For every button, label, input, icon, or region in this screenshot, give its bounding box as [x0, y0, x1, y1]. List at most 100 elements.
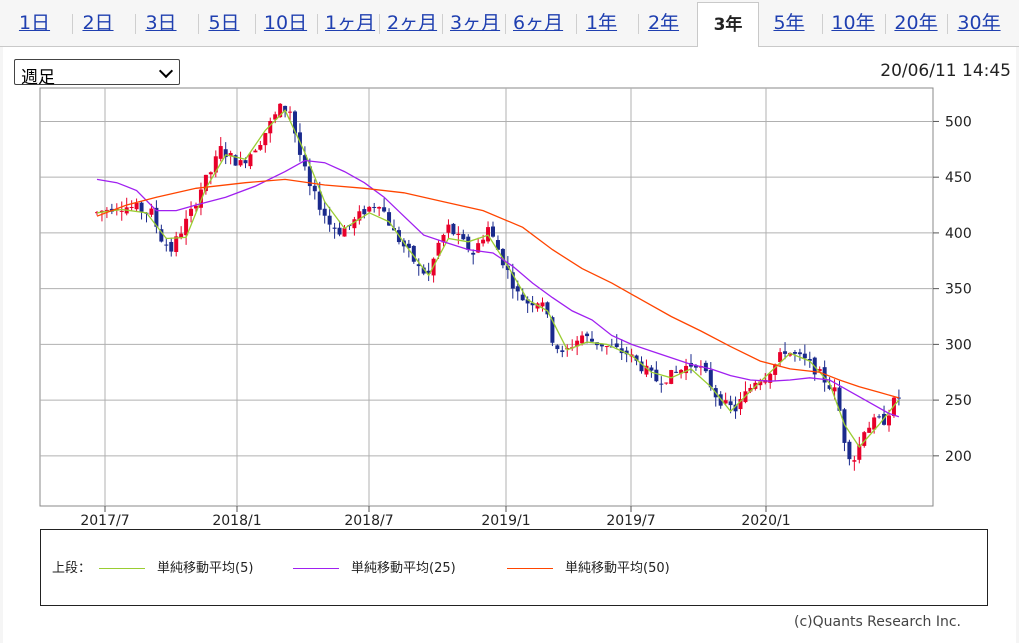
candle-body [500, 248, 505, 266]
candle-body [857, 444, 862, 460]
candle-body [189, 208, 194, 216]
sma-line-50 [96, 178, 900, 399]
candle-body [728, 401, 733, 406]
candle-body [332, 227, 337, 229]
tab-separator [317, 14, 318, 34]
candle-body [466, 236, 471, 250]
tab-8[interactable]: 3ヶ月 [450, 12, 501, 34]
x-tick-label: 2019/7 [606, 513, 655, 529]
candle-body [773, 364, 778, 375]
candle-body [436, 242, 441, 256]
candle-body [891, 397, 896, 417]
candle-body [174, 236, 179, 252]
candle-body [104, 209, 109, 211]
candle-body [456, 233, 461, 236]
candle-body [486, 227, 491, 242]
candle-body [342, 228, 347, 237]
candle-body [243, 160, 248, 164]
candle-body [357, 211, 362, 221]
candle-body [515, 286, 520, 292]
candle-body [560, 350, 565, 352]
candle-body [203, 174, 208, 192]
candle-body [194, 205, 198, 209]
sma-line-25 [96, 159, 900, 418]
candle-body [882, 413, 887, 425]
x-tick-label: 2020/1 [741, 513, 790, 529]
y-tick-label: 400 [945, 226, 972, 242]
candle-body [411, 245, 416, 262]
candle-body [510, 272, 515, 289]
candle-body [590, 338, 594, 342]
plot-area [39, 87, 934, 507]
tab-2[interactable]: 2日 [82, 12, 114, 34]
tab-11[interactable]: 2年 [647, 12, 680, 34]
candle-body [446, 224, 451, 233]
tab-16[interactable]: 30年 [957, 12, 1001, 34]
candle-body [788, 352, 792, 356]
candle-body [505, 265, 510, 271]
candle-body [792, 352, 797, 354]
candle-body [545, 302, 550, 315]
tab-13[interactable]: 5年 [773, 12, 805, 34]
candle-body [807, 358, 812, 361]
legend-label: 上段： [52, 561, 92, 576]
period-select-value: 週足 [21, 68, 55, 88]
tab-5[interactable]: 10日 [263, 12, 308, 34]
candle-body [377, 206, 382, 209]
candle-body [624, 350, 629, 355]
sma-line-5 [96, 109, 900, 448]
candle-body [169, 241, 174, 252]
candle-body [639, 361, 644, 372]
tab-6[interactable]: 1ヶ月 [325, 12, 376, 34]
candle-body [322, 208, 327, 216]
candle-body [139, 202, 144, 212]
x-tick-label: 2019/1 [481, 513, 530, 529]
tab-1[interactable]: 1日 [18, 12, 51, 34]
candle-body [684, 365, 689, 374]
candle-body [268, 121, 273, 134]
candle-body [129, 206, 134, 208]
candle-body [768, 373, 773, 383]
tab-14[interactable]: 10年 [831, 12, 875, 34]
candle-body [723, 400, 728, 404]
candle-body [842, 409, 847, 443]
candle-body [387, 212, 392, 226]
candle-body [312, 185, 317, 192]
tab-9[interactable]: 6ヶ月 [513, 12, 564, 34]
tab-7[interactable]: 2ヶ月 [387, 12, 438, 34]
tab-separator [198, 14, 199, 34]
candle-body [669, 370, 674, 384]
candle-body [238, 160, 243, 166]
y-tick-label: 500 [945, 114, 972, 130]
candle-body [481, 239, 486, 244]
candle-body [550, 317, 555, 343]
tab-10[interactable]: 1年 [585, 12, 618, 34]
candle-body [693, 365, 698, 368]
candle-body [451, 223, 456, 235]
candle-body [832, 387, 837, 392]
tab-4[interactable]: 5日 [208, 12, 240, 34]
candle-body [263, 132, 268, 146]
tab-separator [505, 14, 506, 34]
candle-body [159, 229, 164, 242]
tab-separator [72, 14, 73, 34]
period-select[interactable]: 週足 [14, 59, 180, 88]
candle-body [223, 149, 228, 158]
candle-body [293, 111, 297, 134]
candle-body [213, 156, 218, 173]
candle-body [149, 208, 154, 215]
x-tick-label: 2018/7 [344, 513, 393, 529]
candle-body [372, 206, 377, 208]
candle-body [649, 367, 654, 371]
candle-body [703, 362, 708, 372]
tab-separator [576, 14, 577, 34]
candle-body [184, 218, 189, 236]
tab-separator [442, 14, 443, 34]
tab-15[interactable]: 20年 [894, 12, 938, 34]
tab-3[interactable]: 3日 [145, 12, 177, 34]
candle-body [802, 353, 807, 359]
candle-body [599, 343, 604, 347]
legend-swatch-sma25 [293, 568, 339, 569]
candle-body [278, 103, 283, 118]
